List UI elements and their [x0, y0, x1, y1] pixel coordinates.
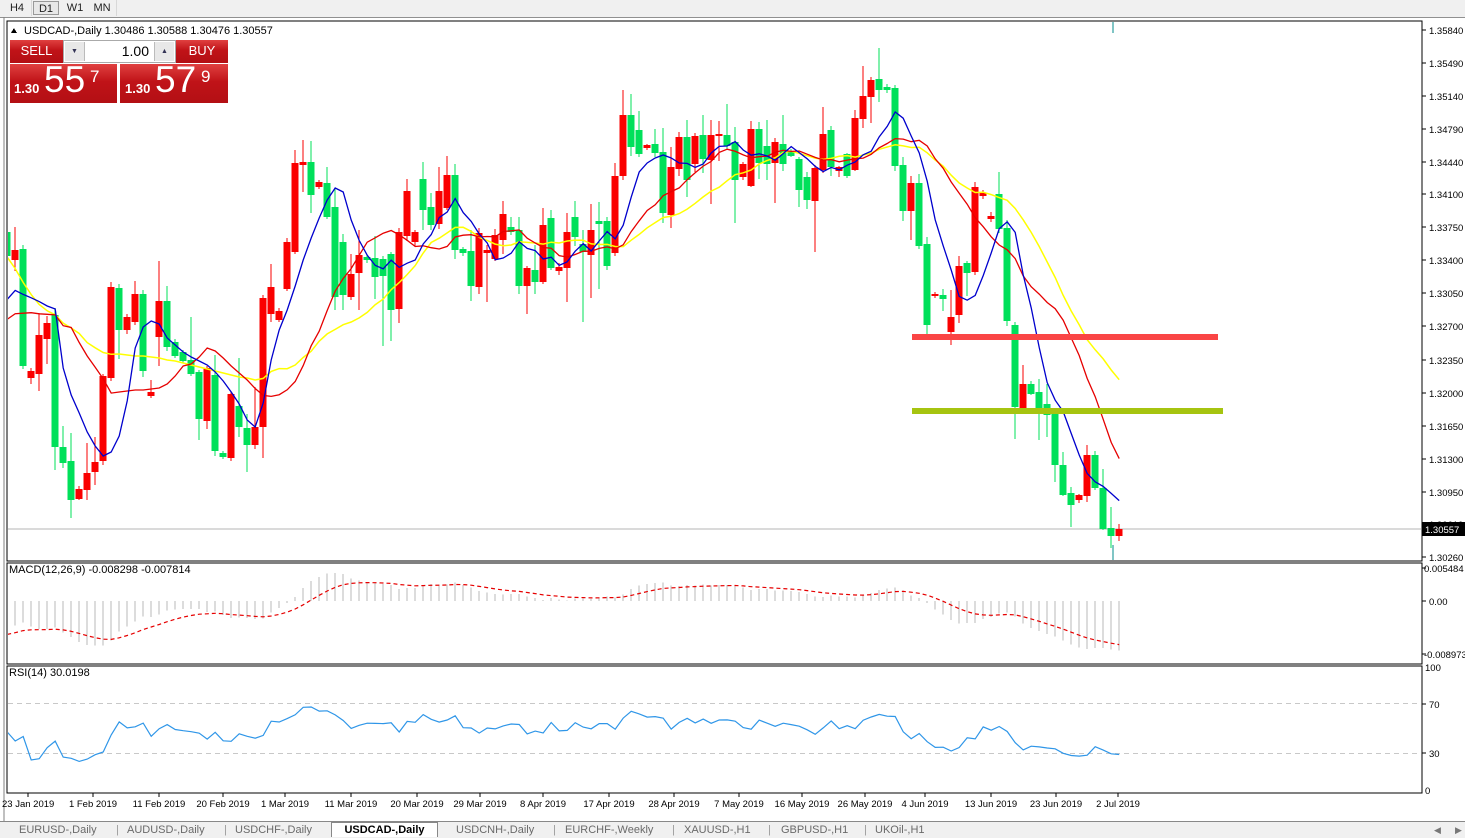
svg-text:26 May 2019: 26 May 2019 — [838, 799, 893, 810]
svg-text:1.31300: 1.31300 — [1429, 455, 1463, 466]
svg-text:1.30260: 1.30260 — [1429, 553, 1463, 564]
svg-text:1.34440: 1.34440 — [1429, 158, 1463, 169]
svg-text:0: 0 — [1425, 786, 1430, 797]
svg-text:USDCAD-,Daily 1.30486 1.30588: USDCAD-,Daily 1.30486 1.30588 1.30476 1.… — [24, 25, 273, 37]
svg-text:0.005484: 0.005484 — [1424, 564, 1464, 575]
svg-text:1.34100: 1.34100 — [1429, 190, 1463, 201]
svg-text:1.30557: 1.30557 — [1425, 525, 1459, 536]
svg-text:1.31650: 1.31650 — [1429, 422, 1463, 433]
svg-text:23 Jun 2019: 23 Jun 2019 — [1030, 799, 1082, 810]
svg-text:30: 30 — [1429, 749, 1440, 760]
svg-text:0.00: 0.00 — [1429, 597, 1448, 608]
svg-text:7 May 2019: 7 May 2019 — [714, 799, 764, 810]
svg-text:16 May 2019: 16 May 2019 — [775, 799, 830, 810]
svg-text:100: 100 — [1425, 663, 1441, 674]
svg-text:1.35140: 1.35140 — [1429, 92, 1463, 103]
svg-text:70: 70 — [1429, 700, 1440, 711]
svg-text:2 Jul 2019: 2 Jul 2019 — [1096, 799, 1140, 810]
svg-text:1.33400: 1.33400 — [1429, 256, 1463, 267]
svg-text:1.33050: 1.33050 — [1429, 289, 1463, 300]
svg-text:13 Jun 2019: 13 Jun 2019 — [965, 799, 1017, 810]
svg-text:17 Apr 2019: 17 Apr 2019 — [583, 799, 634, 810]
svg-text:11 Mar 2019: 11 Mar 2019 — [325, 799, 378, 810]
svg-text:20 Mar 2019: 20 Mar 2019 — [390, 799, 443, 810]
svg-text:-0.008973: -0.008973 — [1424, 650, 1465, 661]
svg-text:4 Jun 2019: 4 Jun 2019 — [901, 799, 948, 810]
svg-text:1.32350: 1.32350 — [1429, 356, 1463, 367]
svg-text:1.32000: 1.32000 — [1429, 389, 1463, 400]
svg-text:MACD(12,26,9) -0.008298 -0.007: MACD(12,26,9) -0.008298 -0.007814 — [9, 564, 191, 576]
svg-text:1.35840: 1.35840 — [1429, 26, 1463, 37]
svg-text:20 Feb 2019: 20 Feb 2019 — [196, 799, 249, 810]
svg-text:RSI(14) 30.0198: RSI(14) 30.0198 — [9, 667, 90, 679]
svg-text:1.32700: 1.32700 — [1429, 322, 1463, 333]
svg-text:1.35490: 1.35490 — [1429, 59, 1463, 70]
svg-text:23 Jan 2019: 23 Jan 2019 — [2, 799, 54, 810]
svg-text:1 Mar 2019: 1 Mar 2019 — [261, 799, 309, 810]
svg-text:1.30950: 1.30950 — [1429, 488, 1463, 499]
svg-text:1.33750: 1.33750 — [1429, 223, 1463, 234]
svg-text:29 Mar 2019: 29 Mar 2019 — [453, 799, 506, 810]
svg-text:8 Apr 2019: 8 Apr 2019 — [520, 799, 566, 810]
svg-text:11 Feb 2019: 11 Feb 2019 — [133, 799, 186, 810]
svg-text:1.34790: 1.34790 — [1429, 125, 1463, 136]
svg-text:28 Apr 2019: 28 Apr 2019 — [648, 799, 699, 810]
svg-text:1 Feb 2019: 1 Feb 2019 — [69, 799, 117, 810]
